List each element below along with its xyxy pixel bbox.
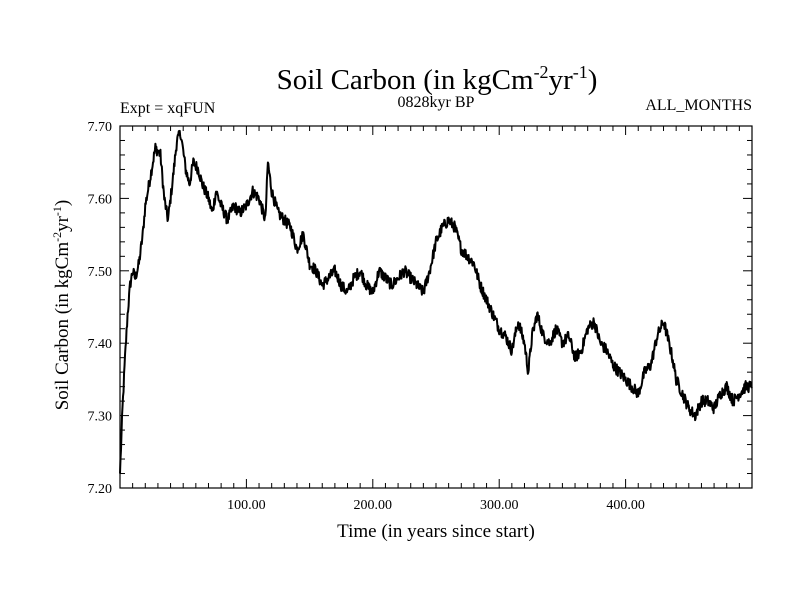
- chart-title-sup-1: -2: [534, 62, 549, 82]
- axis-ticks: [120, 126, 752, 488]
- y-axis-label-mid: yr: [52, 215, 73, 232]
- chart-title-mid: yr: [549, 64, 574, 96]
- chart-title-main: Soil Carbon (in kgCm: [277, 64, 534, 96]
- x-tick-label: 100.00: [227, 498, 266, 513]
- y-axis-label: Soil Carbon (in kgCm-2yr-1): [50, 200, 73, 411]
- y-tick-label: 7.20: [88, 482, 113, 497]
- y-axis-label-sup-1: -2: [50, 232, 64, 242]
- x-axis-label: Time (in years since start): [337, 521, 535, 542]
- y-axis-label-sup-2: -1: [50, 206, 64, 216]
- y-axis-label-main: Soil Carbon (in kgCm: [52, 242, 73, 411]
- x-tick-label: 200.00: [354, 498, 393, 513]
- x-tick-label: 400.00: [606, 498, 645, 513]
- y-tick-label: 7.40: [88, 337, 113, 352]
- y-tick-label: 7.50: [88, 265, 113, 280]
- plot-frame: [119, 125, 753, 489]
- chart-title-end: ): [588, 64, 598, 96]
- experiment-label: Expt = xqFUN: [120, 100, 216, 117]
- chart-title: Soil Carbon (in kgCm-2yr-1): [277, 62, 598, 96]
- months-label: ALL_MONTHS: [645, 97, 752, 114]
- axis-tick-labels: 100.00 200.00 300.00 400.00 7.20 7.30 7.40 7.50…: [88, 120, 645, 513]
- x-tick-label: 300.00: [480, 498, 519, 513]
- y-axis-label-end: ): [52, 200, 73, 206]
- y-tick-label: 7.70: [88, 120, 113, 135]
- chart-title-sup-2: -1: [573, 62, 588, 82]
- period-label: 0828kyr BP: [398, 94, 475, 111]
- series-line-soil-carbon: [119, 129, 753, 474]
- y-tick-label: 7.60: [88, 192, 113, 207]
- y-tick-label: 7.30: [88, 410, 113, 425]
